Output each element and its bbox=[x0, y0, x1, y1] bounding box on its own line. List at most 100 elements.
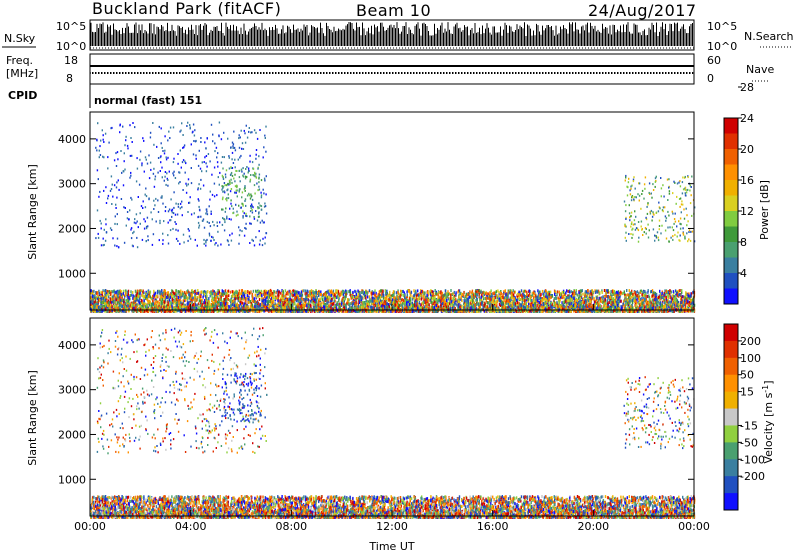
nave-dot bbox=[509, 72, 510, 74]
range-gate-point bbox=[330, 290, 332, 294]
freq-frame bbox=[89, 53, 695, 85]
range-gate-point bbox=[501, 304, 503, 308]
range-gate-point bbox=[690, 302, 692, 306]
range-gate-point bbox=[478, 295, 480, 299]
range-gate-point bbox=[220, 292, 222, 296]
range-gate-point bbox=[655, 292, 658, 296]
range-gate-point bbox=[157, 300, 159, 304]
range-gate-point bbox=[330, 304, 332, 308]
nave-dot bbox=[599, 72, 600, 74]
range-gate-point bbox=[155, 298, 158, 302]
range-gate-point bbox=[651, 303, 653, 307]
nave-dot bbox=[128, 72, 129, 74]
nave-dot bbox=[362, 72, 363, 74]
range-gate-point bbox=[438, 291, 440, 294]
range-gate-point bbox=[672, 290, 675, 294]
range-gate-point bbox=[582, 292, 584, 296]
range-gate-point bbox=[284, 295, 286, 299]
range-gate-point bbox=[310, 289, 313, 293]
range-gate-point bbox=[97, 303, 99, 306]
range-gate-point bbox=[421, 301, 423, 305]
range-gate-point bbox=[504, 300, 507, 304]
range-gate-point bbox=[414, 291, 416, 295]
range-gate-point bbox=[568, 290, 570, 293]
range-gate-point bbox=[361, 289, 363, 293]
range-gate-point bbox=[476, 293, 479, 297]
range-gate-point bbox=[577, 301, 579, 304]
nave-dot bbox=[260, 72, 261, 74]
range-gate-point bbox=[459, 305, 462, 309]
nave-dot bbox=[98, 72, 99, 74]
range-gate-point bbox=[432, 294, 434, 298]
range-gate-point bbox=[633, 291, 635, 295]
date-title: 24/Aug/2017 bbox=[588, 1, 697, 20]
nsky-frame bbox=[89, 19, 695, 51]
nave-dot bbox=[110, 72, 111, 74]
range-gate-point bbox=[516, 294, 518, 298]
range-gate-point bbox=[629, 297, 631, 301]
range-gate-point bbox=[354, 289, 356, 293]
range-gate-point bbox=[463, 302, 465, 306]
nave-dot bbox=[563, 72, 564, 74]
range-gate-point bbox=[312, 290, 314, 294]
nave-dot bbox=[494, 72, 495, 74]
range-gate-point bbox=[492, 292, 494, 296]
range-gate-point bbox=[652, 304, 655, 308]
range-gate-point bbox=[160, 302, 162, 306]
range-gate-point bbox=[342, 305, 345, 309]
range-gate-point bbox=[396, 297, 398, 301]
range-gate-point bbox=[539, 290, 541, 294]
range-gate-point bbox=[577, 296, 580, 300]
range-gate-point bbox=[581, 300, 583, 304]
range-gate-point bbox=[665, 298, 667, 302]
range-gate-point bbox=[283, 294, 285, 298]
range-gate-point bbox=[237, 299, 239, 303]
range-gate-point bbox=[374, 297, 376, 301]
range-gate-point bbox=[448, 301, 451, 305]
nave-dot bbox=[296, 72, 297, 74]
range-gate-point bbox=[114, 306, 116, 310]
range-gate-point bbox=[272, 290, 275, 294]
range-gate-point bbox=[495, 294, 497, 298]
range-gate-point bbox=[348, 290, 350, 294]
range-gate-point bbox=[590, 303, 592, 307]
range-gate-point bbox=[637, 306, 639, 310]
range-gate-point bbox=[184, 303, 186, 307]
range-gate-point bbox=[481, 291, 483, 295]
range-gate-point bbox=[552, 309, 554, 313]
range-gate-point bbox=[678, 293, 681, 297]
range-gate-point bbox=[218, 293, 221, 297]
range-gate-point bbox=[534, 306, 537, 310]
nave-dot bbox=[434, 72, 435, 74]
range-gate-point bbox=[323, 302, 325, 306]
nave-dot bbox=[236, 72, 237, 74]
range-gate-point bbox=[355, 297, 358, 301]
range-gate-point bbox=[318, 289, 320, 293]
range-gate-point bbox=[298, 297, 300, 301]
nave-dot bbox=[206, 72, 207, 74]
range-gate-point bbox=[503, 306, 506, 310]
range-gate-point bbox=[332, 295, 335, 299]
range-gate-point bbox=[240, 301, 243, 305]
range-gate-point bbox=[328, 304, 330, 308]
range-gate-point bbox=[443, 302, 445, 306]
range-gate-point bbox=[98, 292, 101, 296]
range-gate-point bbox=[292, 309, 294, 313]
nave-dot bbox=[377, 72, 378, 74]
range-gate-point bbox=[659, 292, 662, 296]
range-gate-point bbox=[416, 299, 418, 303]
range-gate-point bbox=[375, 291, 377, 295]
range-gate-point bbox=[303, 289, 305, 293]
range-gate-point bbox=[662, 297, 665, 301]
range-gate-point bbox=[567, 294, 569, 298]
range-gate-point bbox=[426, 298, 428, 302]
range-gate-point bbox=[454, 306, 456, 310]
range-gate-point bbox=[480, 298, 483, 302]
range-gate-point bbox=[441, 297, 443, 301]
range-gate-point bbox=[511, 304, 514, 308]
range-gate-point bbox=[422, 303, 424, 307]
range-gate-point bbox=[157, 289, 159, 293]
nave-dot bbox=[614, 72, 615, 74]
range-gate-point bbox=[528, 302, 530, 306]
range-gate-point bbox=[450, 296, 452, 300]
